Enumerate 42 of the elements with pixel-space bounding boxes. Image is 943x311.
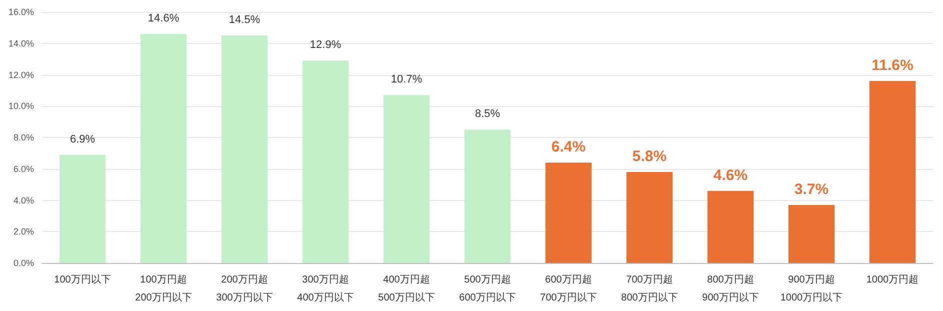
x-tick-label: 200万円超 300万円以下: [216, 274, 273, 304]
y-tick-label: 14.0%: [8, 38, 34, 48]
data-label: 10.7%: [390, 74, 422, 86]
y-tick-label: 16.0%: [8, 7, 34, 17]
bar: [59, 154, 106, 263]
bar: [545, 162, 592, 263]
x-tick-label: 800万円超 900万円以下: [702, 274, 759, 304]
data-label: 5.8%: [632, 148, 667, 166]
y-tick-label: 0.0%: [13, 258, 34, 268]
y-tick-label: 8.0%: [13, 132, 34, 142]
bar: [788, 204, 835, 263]
data-label: 4.6%: [713, 166, 748, 184]
data-label: 8.5%: [474, 108, 500, 120]
bar: [221, 36, 268, 263]
data-label: 12.9%: [310, 39, 342, 52]
data-label: 11.6%: [872, 57, 914, 74]
data-label: 14.6%: [148, 12, 180, 24]
x-tick-label: 100万円以下: [54, 274, 111, 286]
bar: [707, 190, 754, 263]
x-tick-label: 1000万円超: [866, 274, 919, 286]
y-tick-label: 10.0%: [8, 101, 34, 112]
x-tick-label: 100万円超 200万円以下: [135, 274, 192, 304]
bar: [140, 34, 187, 263]
bar: [869, 81, 916, 263]
bar: [464, 130, 511, 263]
bar: [383, 95, 430, 263]
data-label: 6.9%: [70, 133, 96, 146]
x-tick-label: 900万円超 1000万円以下: [780, 274, 843, 304]
x-tick-label: 400万円超 500万円以下: [378, 274, 435, 304]
y-tick-label: 6.0%: [13, 164, 34, 174]
bar: [626, 172, 673, 263]
y-tick-label: 12.0%: [8, 70, 34, 80]
bar: [302, 60, 349, 263]
data-label: 3.7%: [794, 180, 829, 198]
x-tick-label: 700万円超 800万円以下: [621, 274, 678, 304]
y-tick-label: 2.0%: [13, 226, 34, 237]
x-tick-label: 600万円超 700万円以下: [540, 274, 597, 304]
x-tick-label: 300万円超 400万円以下: [297, 274, 354, 304]
x-tick-label: 500万円超 600万円以下: [459, 274, 516, 304]
y-tick-label: 4.0%: [13, 195, 34, 206]
data-label: 14.5%: [228, 14, 260, 26]
data-label: 6.4%: [551, 138, 586, 156]
